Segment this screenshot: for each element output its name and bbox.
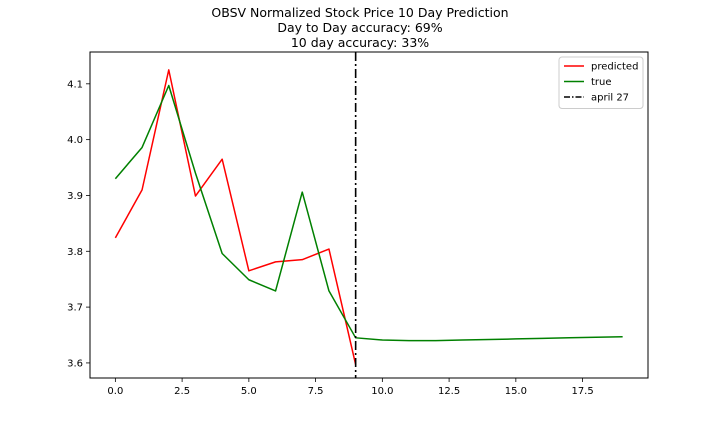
legend: predicted true april 27	[558, 56, 644, 109]
y-tick-label: 3.6	[67, 358, 83, 369]
x-tick-label: 15.0	[505, 386, 527, 397]
x-tick-label: 17.5	[571, 386, 593, 397]
plot-lines	[114, 52, 623, 378]
x-axis: 0.0 2.5 5.0 7.5 10.0 12.5 15.0 17.5	[107, 378, 594, 397]
legend-label-april-27: april 27	[591, 93, 629, 104]
y-tick-label: 3.8	[67, 247, 83, 258]
x-tick-label: 2.5	[174, 386, 190, 397]
legend-label-true: true	[591, 77, 612, 88]
series-line-true	[114, 84, 623, 342]
chart-title: OBSV Normalized Stock Price 10 Day Predi…	[211, 5, 509, 20]
y-tick-label: 4.1	[67, 79, 83, 90]
legend-box	[558, 56, 644, 109]
x-tick-label: 12.5	[438, 386, 460, 397]
y-tick-label: 3.7	[67, 303, 83, 314]
x-tick-label: 7.5	[308, 386, 324, 397]
x-tick-label: 0.0	[107, 386, 123, 397]
chart-subtitle-ten-day-accuracy: 10 day accuracy: 33%	[290, 35, 430, 50]
x-tick-label: 5.0	[241, 386, 257, 397]
chart-subtitle-day-accuracy: Day to Day accuracy: 69%	[277, 20, 443, 35]
legend-label-predicted: predicted	[591, 62, 638, 73]
y-axis: 3.6 3.7 3.8 3.9 4.0 4.1	[67, 79, 90, 369]
y-tick-label: 4.0	[67, 135, 83, 146]
x-tick-label: 10.0	[371, 386, 393, 397]
y-tick-label: 3.9	[67, 191, 83, 202]
series-line-predicted	[114, 69, 357, 365]
plot-frame	[89, 51, 649, 379]
